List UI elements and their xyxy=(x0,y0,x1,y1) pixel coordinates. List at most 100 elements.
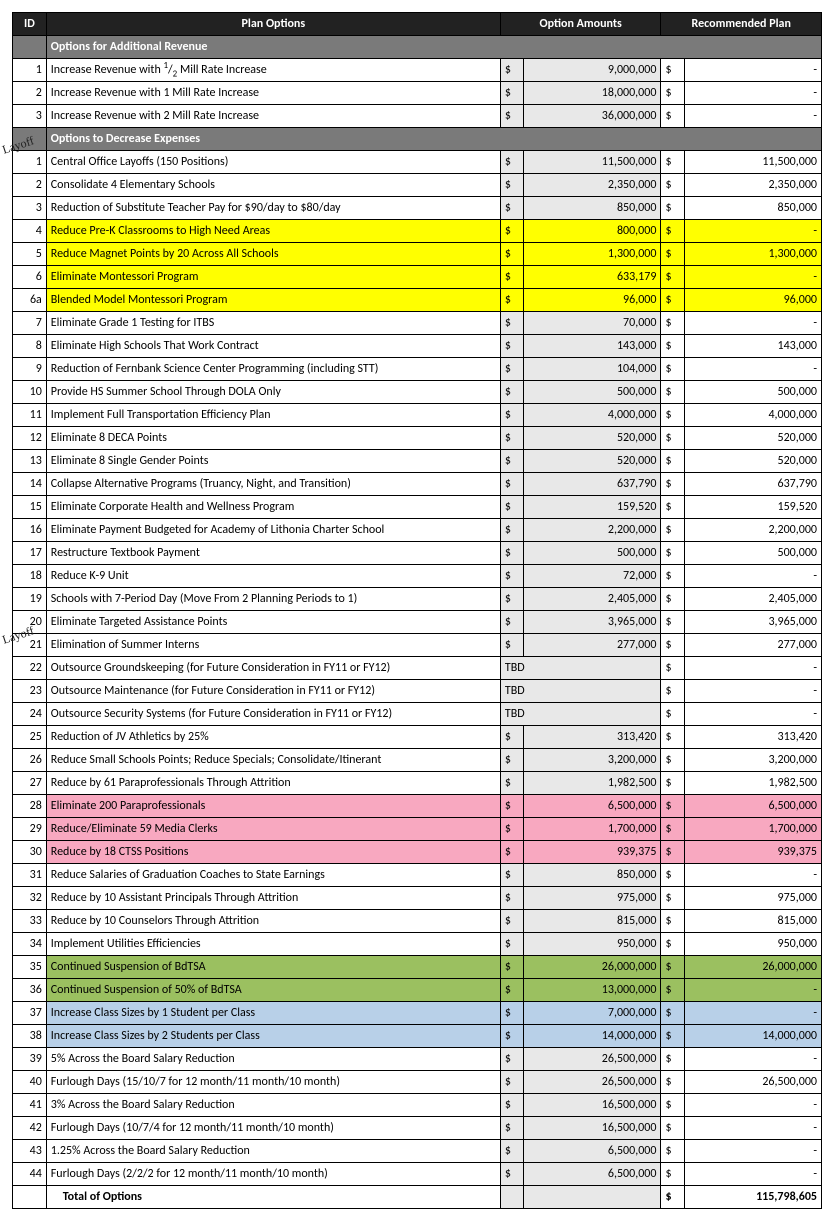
table-row: 9Reduction of Fernbank Science Center Pr… xyxy=(13,358,822,381)
table-row: 4Reduce Pre-K Classrooms to High Need Ar… xyxy=(13,220,822,243)
currency-symbol: $ xyxy=(500,1117,523,1140)
row-amount: 7,000,000 xyxy=(524,1002,661,1025)
header-amount: Option Amounts xyxy=(500,13,661,36)
row-recommended: 4,000,000 xyxy=(684,404,821,427)
row-recommended: - xyxy=(684,703,821,726)
row-amount: 850,000 xyxy=(524,197,661,220)
row-recommended: - xyxy=(684,1117,821,1140)
table-row: 25Reduction of JV Athletics by 25%$313,4… xyxy=(13,726,822,749)
row-amount: 16,500,000 xyxy=(524,1117,661,1140)
currency-symbol: $ xyxy=(661,1048,684,1071)
table-row: 35Continued Suspension of BdTSA$26,000,0… xyxy=(13,956,822,979)
row-recommended: - xyxy=(684,266,821,289)
row-id: 27 xyxy=(13,772,47,795)
currency-symbol: $ xyxy=(661,933,684,956)
row-id: 24 xyxy=(13,703,47,726)
row-recommended: 11,500,000 xyxy=(684,151,821,174)
table-row: 27Reduce by 61 Paraprofessionals Through… xyxy=(13,772,822,795)
row-id: 41 xyxy=(13,1094,47,1117)
row-id: 13 xyxy=(13,450,47,473)
currency-symbol: $ xyxy=(661,105,684,128)
currency-symbol: $ xyxy=(661,1140,684,1163)
row-recommended: 520,000 xyxy=(684,427,821,450)
row-amount: 159,520 xyxy=(524,496,661,519)
row-recommended: - xyxy=(684,105,821,128)
row-id: 19 xyxy=(13,588,47,611)
currency-symbol: $ xyxy=(500,243,523,266)
row-recommended: 975,000 xyxy=(684,887,821,910)
row-amount: 313,420 xyxy=(524,726,661,749)
currency-symbol: $ xyxy=(661,657,684,680)
row-recommended: - xyxy=(684,1048,821,1071)
row-desc: Eliminate Montessori Program xyxy=(46,266,500,289)
currency-symbol: $ xyxy=(500,59,523,82)
row-id: 3 xyxy=(13,105,47,128)
row-id: 18 xyxy=(13,565,47,588)
row-recommended: 815,000 xyxy=(684,910,821,933)
row-amount: 26,500,000 xyxy=(524,1048,661,1071)
table-row: 32Reduce by 10 Assistant Principals Thro… xyxy=(13,887,822,910)
row-amount: 1,300,000 xyxy=(524,243,661,266)
row-amount: 500,000 xyxy=(524,542,661,565)
row-amount: 9,000,000 xyxy=(524,59,661,82)
row-id: 31 xyxy=(13,864,47,887)
row-id: 25 xyxy=(13,726,47,749)
row-amount: 70,000 xyxy=(524,312,661,335)
row-desc: Eliminate Grade 1 Testing for ITBS xyxy=(46,312,500,335)
row-recommended: - xyxy=(684,220,821,243)
section-label: Options for Additional Revenue xyxy=(46,36,821,59)
row-amount: 1,700,000 xyxy=(524,818,661,841)
row-id: 1 xyxy=(13,151,47,174)
row-recommended: 159,520 xyxy=(684,496,821,519)
table-row: 19Schools with 7-Period Day (Move From 2… xyxy=(13,588,822,611)
currency-symbol: $ xyxy=(661,1094,684,1117)
row-desc: 3% Across the Board Salary Reduction xyxy=(46,1094,500,1117)
table-row: 11Implement Full Transportation Efficien… xyxy=(13,404,822,427)
currency-symbol: $ xyxy=(661,473,684,496)
budget-options-table: IDPlan OptionsOption AmountsRecommended … xyxy=(12,12,822,1209)
row-recommended: 950,000 xyxy=(684,933,821,956)
row-recommended: 2,200,000 xyxy=(684,519,821,542)
header-recommended: Recommended Plan xyxy=(661,13,822,36)
currency-symbol: $ xyxy=(500,1002,523,1025)
row-desc: Schools with 7-Period Day (Move From 2 P… xyxy=(46,588,500,611)
row-recommended: - xyxy=(684,1140,821,1163)
header-id: ID xyxy=(13,13,47,36)
row-recommended: 1,700,000 xyxy=(684,818,821,841)
currency-symbol: $ xyxy=(661,197,684,220)
row-amount: 18,000,000 xyxy=(524,82,661,105)
currency-symbol: $ xyxy=(500,174,523,197)
row-desc: Eliminate Corporate Health and Wellness … xyxy=(46,496,500,519)
currency-symbol: $ xyxy=(500,427,523,450)
row-desc: Furlough Days (15/10/7 for 12 month/11 m… xyxy=(46,1071,500,1094)
row-desc: Reduce K-9 Unit xyxy=(46,565,500,588)
currency-symbol: $ xyxy=(500,381,523,404)
row-desc: Eliminate 200 Paraprofessionals xyxy=(46,795,500,818)
currency-symbol: $ xyxy=(500,519,523,542)
table-row: 40Furlough Days (15/10/7 for 12 month/11… xyxy=(13,1071,822,1094)
row-amount: 26,500,000 xyxy=(524,1071,661,1094)
table-row: 2Increase Revenue with 1 Mill Rate Incre… xyxy=(13,82,822,105)
row-desc: Collapse Alternative Programs (Truancy, … xyxy=(46,473,500,496)
currency-symbol: $ xyxy=(500,933,523,956)
row-desc: Outsource Maintenance (for Future Consid… xyxy=(46,680,500,703)
row-desc: Eliminate 8 Single Gender Points xyxy=(46,450,500,473)
currency-symbol: $ xyxy=(500,841,523,864)
row-id: 17 xyxy=(13,542,47,565)
row-recommended: 2,350,000 xyxy=(684,174,821,197)
row-recommended: 2,405,000 xyxy=(684,588,821,611)
header-plan: Plan Options xyxy=(46,13,500,36)
currency-symbol: $ xyxy=(661,82,684,105)
row-recommended: 3,965,000 xyxy=(684,611,821,634)
currency-symbol: $ xyxy=(500,588,523,611)
currency-symbol: $ xyxy=(661,450,684,473)
row-amount: 950,000 xyxy=(524,933,661,956)
row-desc: Increase Revenue with 1 Mill Rate Increa… xyxy=(46,82,500,105)
currency-symbol: $ xyxy=(500,887,523,910)
row-desc: Implement Full Transportation Efficiency… xyxy=(46,404,500,427)
row-amount: 850,000 xyxy=(524,864,661,887)
row-recommended: 1,300,000 xyxy=(684,243,821,266)
row-desc: Implement Utilities Efficiencies xyxy=(46,933,500,956)
table-row: 8Eliminate High Schools That Work Contra… xyxy=(13,335,822,358)
currency-symbol: $ xyxy=(661,496,684,519)
